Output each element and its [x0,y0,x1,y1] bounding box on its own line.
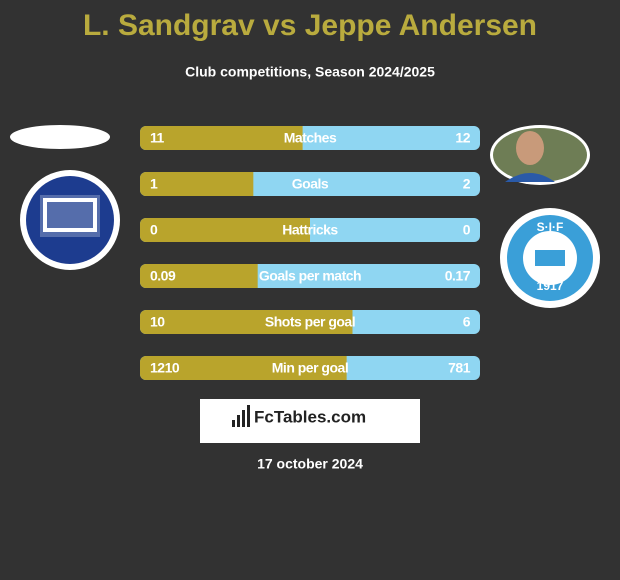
stat-rows: 11 Matches 12 1 Goals 2 0 Hattricks 0 0.09 Goals p… [140,126,480,380]
brand-box [200,399,420,443]
bar-left [140,126,303,150]
right-value: 6 [463,314,471,330]
bar-left [140,218,310,242]
stat-label: Hattricks [282,222,338,238]
left-value: 1 [150,176,158,192]
left-value: 0 [150,222,158,238]
bar-left [140,172,254,196]
bar-left [140,310,353,334]
stat-label: Shots per goal [265,314,355,330]
right-value: 2 [463,176,471,192]
logo-bottom-text: 1917 [537,279,564,293]
brand-icon [232,405,250,427]
right-club-logo: S·I·F 1917 [500,208,600,308]
logo-top-text: S·I·F [537,220,564,234]
left-value: 11 [150,130,165,146]
left-value: 10 [150,314,165,330]
bar-left [140,264,258,288]
right-value: 781 [448,360,471,376]
right-value: 12 [455,130,470,146]
bar-left [140,356,347,380]
stat-label: Goals per match [259,268,361,284]
right-value: 0 [463,222,471,238]
subtitle: Club competitions, Season 2024/2025 [185,64,435,80]
left-value: 1210 [150,360,180,376]
left-club-logo [20,170,120,270]
stat-label: Matches [284,130,337,146]
left-player-placeholder [10,125,110,149]
title: L. Sandgrav vs Jeppe Andersen [83,9,537,42]
left-value: 0.09 [150,268,176,284]
stat-label: Goals [292,176,329,192]
date: 17 october 2024 [257,456,363,472]
brand-name: FcTables.com [254,407,366,426]
right-value: 0.17 [445,268,471,284]
stat-label: Min per goal [272,360,348,376]
right-player-photo [490,125,590,185]
